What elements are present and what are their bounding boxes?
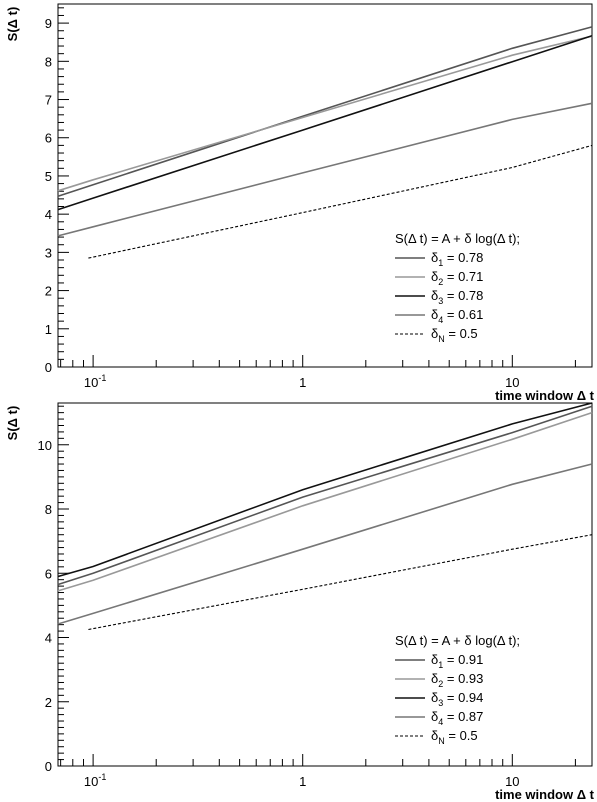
legend-entry-1: δ1 = 0.91 — [431, 652, 483, 670]
legend-entry-4: δ4 = 0.61 — [431, 307, 483, 325]
y-tick-label: 2 — [45, 695, 52, 710]
series-line-3 — [57, 34, 593, 211]
y-tick-label: 0 — [45, 360, 52, 375]
legend-entry-2: δ2 = 0.71 — [431, 269, 483, 287]
x-tick-label: 10-1 — [84, 772, 106, 789]
x-tick-label: 10-1 — [84, 373, 106, 390]
x-tick-label: 10 — [505, 375, 519, 390]
y-axis-label: S(Δ t) — [5, 406, 20, 441]
series-line-2 — [57, 35, 593, 192]
legend-entry-4: δ4 = 0.87 — [431, 709, 483, 727]
series-line-5 — [88, 534, 593, 631]
x-tick-label: 1 — [299, 375, 306, 390]
y-tick-label: 4 — [45, 631, 52, 646]
x-tick-label: 1 — [299, 774, 306, 789]
x-axis-label: time window Δ t — [495, 388, 595, 401]
x-axis-label: time window Δ t — [495, 787, 595, 802]
legend-entry-3: δ3 = 0.78 — [431, 288, 483, 306]
y-tick-label: 0 — [45, 759, 52, 774]
series-line-5 — [88, 144, 593, 259]
x-tick-label: 10 — [505, 774, 519, 789]
y-tick-label: 8 — [45, 502, 52, 517]
legend-entry-5: δN = 0.5 — [431, 728, 478, 746]
y-tick-label: 3 — [45, 245, 52, 260]
y-axis-label: S(Δ t) — [5, 7, 20, 42]
series-line-1 — [57, 26, 593, 197]
y-tick-label: 6 — [45, 131, 52, 146]
y-tick-label: 7 — [45, 93, 52, 108]
y-tick-label: 4 — [45, 207, 52, 222]
y-tick-label: 2 — [45, 284, 52, 299]
y-tick-label: 8 — [45, 54, 52, 69]
legend-entry-5: δN = 0.5 — [431, 326, 478, 344]
legend-entry-2: δ2 = 0.93 — [431, 671, 483, 689]
series-line-4 — [57, 102, 593, 237]
legend-title: S(Δ t) = A + δ log(Δ t); — [395, 231, 520, 246]
y-tick-label: 10 — [38, 438, 52, 453]
y-tick-label: 1 — [45, 322, 52, 337]
y-tick-label: 5 — [45, 169, 52, 184]
y-tick-label: 9 — [45, 16, 52, 31]
series-line-3 — [57, 402, 593, 578]
legend-entry-3: δ3 = 0.94 — [431, 690, 483, 708]
plot-frame — [57, 3, 593, 368]
series-line-2 — [57, 411, 593, 592]
y-tick-label: 6 — [45, 566, 52, 581]
legend-entry-1: δ1 = 0.78 — [431, 250, 483, 268]
series-line-4 — [57, 463, 593, 625]
series-line-1 — [57, 405, 593, 586]
legend-title: S(Δ t) = A + δ log(Δ t); — [395, 633, 520, 648]
